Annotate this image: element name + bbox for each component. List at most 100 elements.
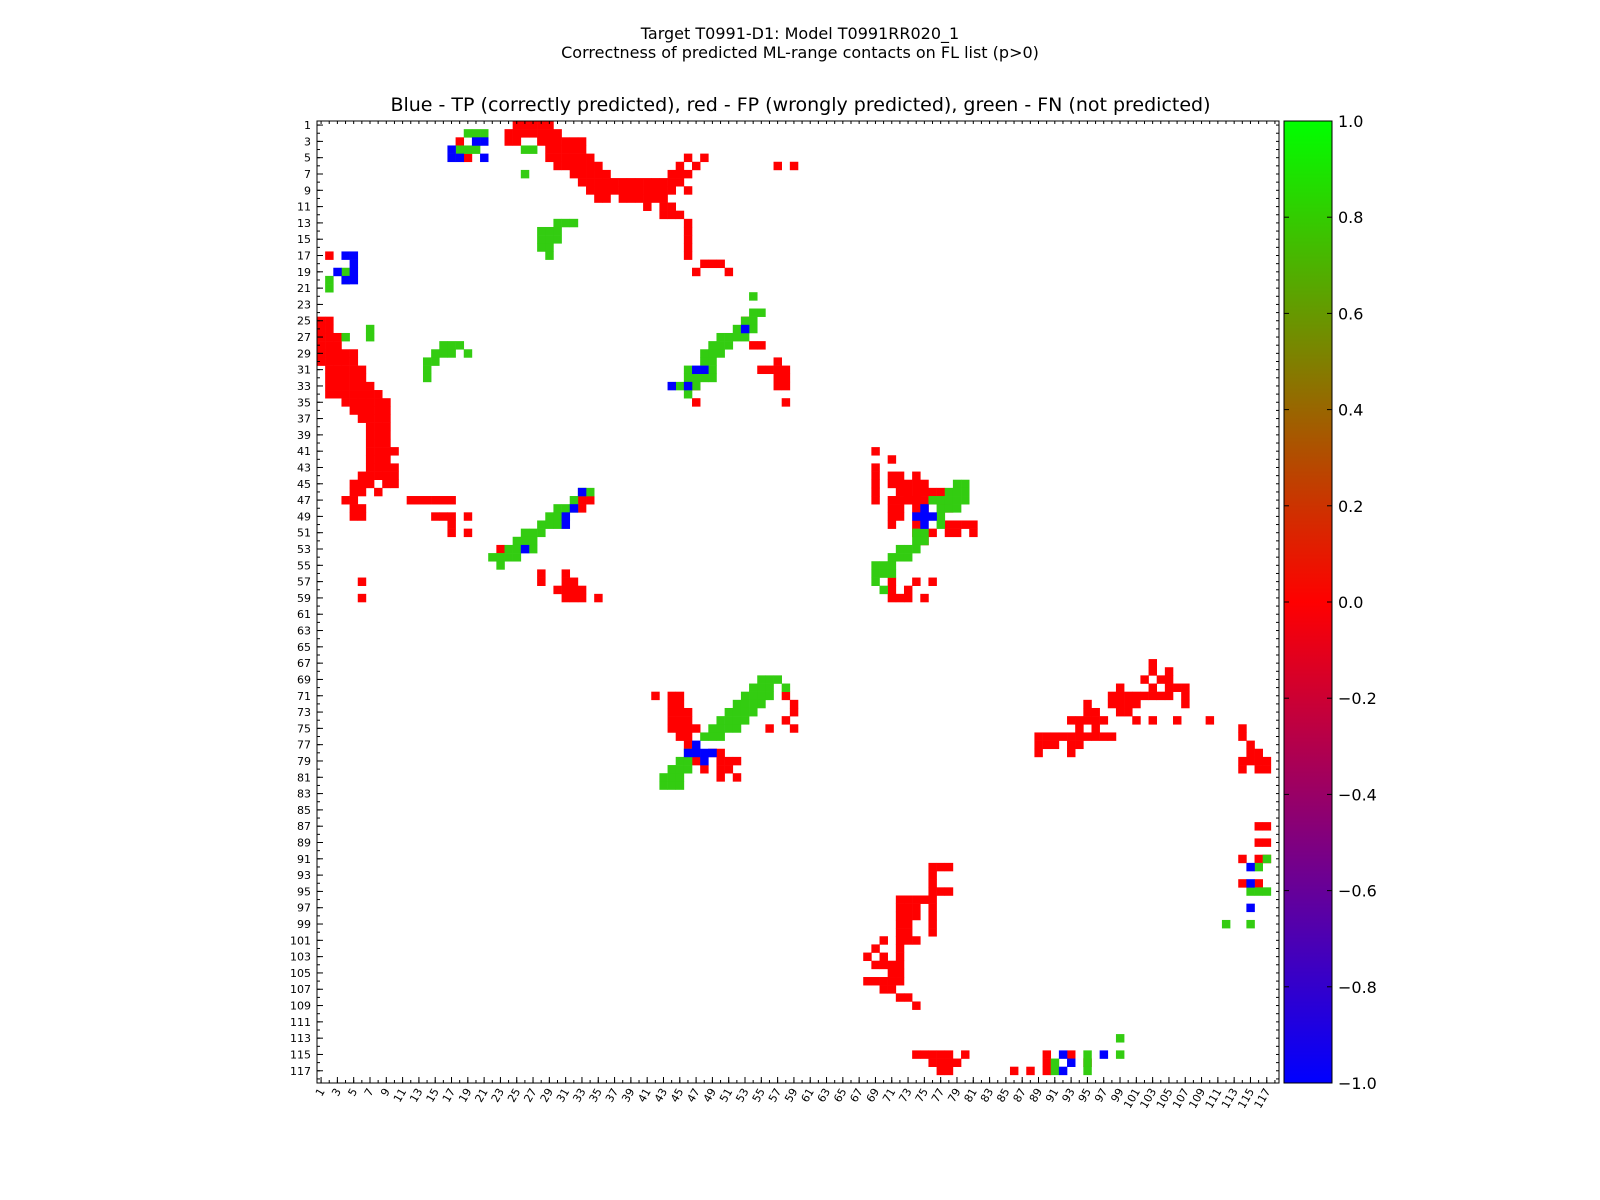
contact-cell-fn bbox=[553, 218, 562, 228]
contact-cell-fn bbox=[749, 316, 758, 326]
contact-cell-fp bbox=[569, 161, 579, 171]
contact-cell-tp bbox=[341, 275, 350, 285]
contact-cell-fn bbox=[512, 536, 522, 546]
x-tick-label: 113 bbox=[1219, 1086, 1241, 1111]
contact-cell-fp bbox=[1124, 691, 1133, 701]
contact-cell-fp bbox=[341, 373, 350, 383]
contact-cell-fn bbox=[765, 683, 774, 692]
contact-cell-fp bbox=[349, 373, 359, 383]
contact-cell-fn bbox=[471, 145, 481, 154]
contact-cell-fp bbox=[903, 479, 913, 489]
contact-cell-fn bbox=[1083, 1050, 1092, 1059]
contact-cell-fp bbox=[545, 145, 554, 154]
contact-cell-fp bbox=[903, 585, 913, 595]
contact-cell-fn bbox=[422, 357, 432, 366]
contact-cell-fp bbox=[749, 341, 758, 350]
contact-cell-fp bbox=[871, 463, 880, 472]
x-tick-label: 13 bbox=[407, 1086, 425, 1105]
contact-cell-fn bbox=[528, 528, 538, 538]
contact-cell-fp bbox=[333, 349, 342, 358]
contact-cell-tp bbox=[349, 259, 359, 269]
contact-cell-fp bbox=[903, 919, 913, 929]
contact-cell-fp bbox=[577, 585, 587, 595]
contact-cell-fp bbox=[1148, 683, 1158, 692]
contact-cell-fp bbox=[651, 691, 660, 701]
contact-cell-fp bbox=[1083, 699, 1092, 709]
y-tick-label: 1 bbox=[304, 119, 311, 132]
contact-cell-fn bbox=[716, 332, 725, 342]
contact-cell-fp bbox=[365, 422, 375, 432]
contact-cell-fp bbox=[1181, 691, 1190, 701]
contact-cell-fn bbox=[520, 145, 530, 154]
contact-cell-fp bbox=[422, 496, 432, 505]
y-tick-label: 73 bbox=[297, 706, 311, 719]
contact-cell-fp bbox=[952, 1058, 962, 1067]
contact-cell-fp bbox=[447, 512, 456, 521]
contact-cell-tp bbox=[692, 365, 701, 375]
contact-cell-fn bbox=[512, 544, 522, 554]
contact-cell-fn bbox=[537, 226, 546, 236]
contact-cell-fn bbox=[365, 324, 375, 334]
x-tick-label: 27 bbox=[521, 1086, 539, 1105]
contact-cell-fp bbox=[349, 365, 359, 375]
x-tick-label: 55 bbox=[750, 1086, 768, 1105]
contact-cell-fp bbox=[871, 447, 880, 456]
contact-cell-fn bbox=[480, 129, 489, 138]
contact-cell-tp bbox=[700, 365, 709, 375]
contact-cell-fp bbox=[1115, 699, 1125, 709]
contact-cell-fp bbox=[700, 153, 709, 163]
contact-cell-fp bbox=[561, 593, 571, 603]
x-tick-label: 39 bbox=[619, 1086, 637, 1105]
contact-cell-tp bbox=[1058, 1050, 1068, 1059]
contact-cell-fp bbox=[390, 447, 399, 456]
contact-cell-fp bbox=[1246, 748, 1255, 758]
contact-cell-fp bbox=[406, 496, 416, 505]
contact-cell-fp bbox=[1254, 879, 1263, 888]
x-tick-label: 33 bbox=[570, 1086, 588, 1105]
contact-cell-fp bbox=[895, 928, 905, 937]
y-tick-label: 63 bbox=[297, 625, 311, 638]
contact-cell-fp bbox=[1042, 740, 1052, 750]
contact-cell-fp bbox=[887, 977, 897, 986]
contact-cell-fp bbox=[561, 569, 571, 578]
contact-cell-fp bbox=[1058, 732, 1068, 741]
contact-cell-fp bbox=[553, 161, 562, 171]
colorbar-tick-label: −0.6 bbox=[1338, 882, 1377, 901]
contact-cell-fn bbox=[1115, 1034, 1125, 1043]
contact-cell-fp bbox=[675, 178, 685, 187]
contact-cell-fp bbox=[757, 365, 766, 375]
y-tick-label: 35 bbox=[297, 396, 311, 409]
contact-cell-fp bbox=[594, 186, 603, 195]
contact-cell-fn bbox=[1115, 1050, 1125, 1059]
contact-cell-fp bbox=[577, 169, 587, 179]
contact-cell-fn bbox=[537, 528, 546, 538]
contact-cell-fp bbox=[781, 365, 791, 375]
contact-cell-fn bbox=[903, 553, 913, 562]
contact-cell-fn bbox=[675, 773, 685, 782]
contact-cell-fp bbox=[928, 879, 937, 888]
y-tick-label: 15 bbox=[297, 233, 311, 246]
contact-cell-fp bbox=[928, 1050, 937, 1059]
y-tick-label: 65 bbox=[297, 641, 311, 654]
contact-cell-tp bbox=[480, 137, 489, 146]
contact-cell-fp bbox=[1115, 683, 1125, 692]
y-tick-label: 67 bbox=[297, 657, 311, 670]
contact-cell-fn bbox=[365, 332, 375, 342]
contact-cell-fp bbox=[333, 373, 342, 383]
contact-cell-fn bbox=[692, 381, 701, 391]
contact-cell-fn bbox=[879, 561, 888, 570]
contact-cell-fp bbox=[1099, 732, 1109, 741]
contact-cell-fp bbox=[683, 251, 693, 260]
contact-cell-fp bbox=[920, 593, 929, 603]
contact-cell-fp bbox=[936, 887, 946, 896]
contact-cell-fn bbox=[757, 699, 766, 709]
x-tick-label: 47 bbox=[684, 1086, 702, 1105]
contact-cell-fn bbox=[920, 528, 929, 538]
contact-cell-fn bbox=[708, 357, 717, 366]
y-tick-label: 37 bbox=[297, 413, 311, 426]
contact-cell-fp bbox=[1132, 691, 1141, 701]
contact-cell-fn bbox=[716, 716, 725, 725]
contact-cell-fp bbox=[667, 716, 677, 725]
contact-cell-fp bbox=[569, 585, 579, 595]
contact-cell-fp bbox=[928, 928, 937, 937]
